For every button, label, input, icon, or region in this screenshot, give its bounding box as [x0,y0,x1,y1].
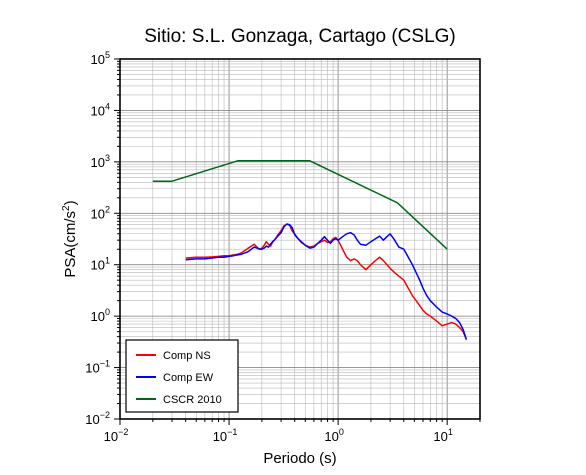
axis-ticks: 10−2 10−1 100 101 10−2 10−1 100 101 102 103 104 105 [85,50,481,444]
tick-label: 10−1 [213,427,238,444]
legend: Comp NS Comp EW CSCR 2010 [125,339,239,413]
chart-title: Sitio: S.L. Gonzaga, Cartago (CSLG) [144,26,456,47]
tick-label: 103 [91,153,110,170]
grid [119,58,481,420]
legend-label: Comp EW [163,372,214,384]
series-line-2 [152,160,448,250]
tick-label: 102 [91,204,110,221]
tick-label: 101 [433,427,452,444]
series-layer [152,160,468,340]
tick-label: 104 [91,101,110,118]
series-line-1 [185,223,468,340]
tick-label: 10−1 [85,359,110,376]
tick-label: 105 [91,50,110,67]
y-axis-label: PSA(cm/s2) [61,200,79,277]
tick-label: 10−2 [104,427,129,444]
tick-label: 100 [324,427,343,444]
tick-label: 100 [91,307,110,324]
series-line-0 [185,223,468,340]
legend-label: CSCR 2010 [163,394,222,406]
x-axis-label: Periodo (s) [263,450,336,467]
plot-frame [119,58,481,420]
tick-label: 101 [91,256,110,273]
legend-label: Comp NS [163,350,211,362]
tick-label: 10−2 [85,410,110,427]
